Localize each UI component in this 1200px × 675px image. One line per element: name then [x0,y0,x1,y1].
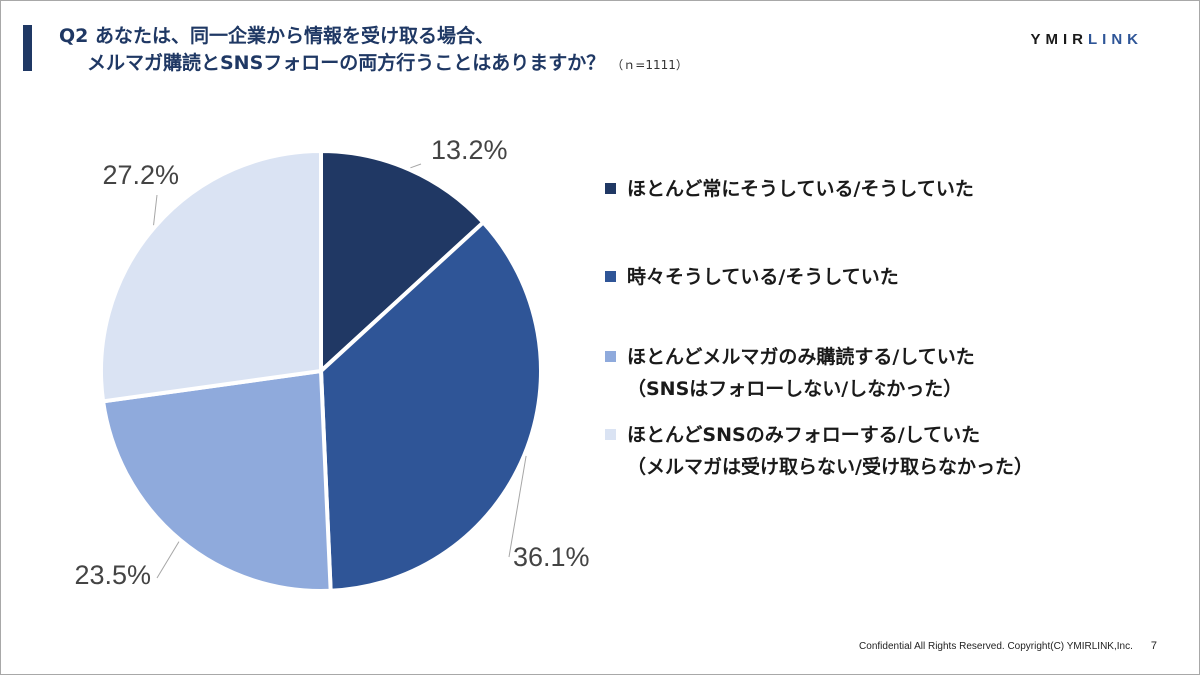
legend-label-3: ほとんどメルマガのみ購読する/していた [627,346,975,368]
pie-slice-3 [100,368,333,593]
legend-sublabel-3: （SNSはフォローしない/しなかった） [627,378,963,400]
title-line-2: メルマガ購読とSNSフォローの両方行うことはありますか？ [87,52,606,74]
data-label-2: 36.1% [513,542,590,572]
data-label-4: 27.2% [102,160,179,190]
brand-logo: YMIRLINK [1031,31,1144,48]
legend-sublabel-4: （メルマガは受け取らない/受け取らなかった） [627,456,1033,478]
leader-line-1 [410,163,422,169]
legend-swatch-1 [605,183,616,194]
pie-slice-4 [99,148,323,404]
copyright-text: Confidential All Rights Reserved. Copyri… [859,641,1133,652]
legend-item-4: ほとんどSNSのみフォローする/していた （メルマガは受け取らない/受け取らなかっ… [605,419,1165,483]
leader-line-2 [508,455,527,558]
data-label-3: 23.5% [74,560,151,590]
title-accent-bar [23,25,32,71]
legend-item-2: 時々そうしている/そうしていた [605,261,1165,293]
pie-slice-1 [319,148,487,376]
legend-swatch-2 [605,271,616,282]
pie-slice-2 [318,219,543,593]
sample-size-note: （ｎ=1111） [611,58,688,72]
chart-legend: ほとんど常にそうしている/そうしていた 時々そうしている/そうしていたほとんどメル… [605,173,1165,483]
legend-swatch-3 [605,351,616,362]
legend-item-3: ほとんどメルマガのみ購読する/していた （SNSはフォローしない/しなかった） [605,341,1165,405]
page-title: Q2 あなたは、同一企業から情報を受け取る場合、 メルマガ購読とSNSフォローの… [59,23,688,79]
page-number: 7 [1150,640,1157,652]
logo-text-ymir: YMIR [1030,31,1088,48]
legend-label-1: ほとんど常にそうしている/そうしていた [627,178,974,200]
footer: Confidential All Rights Reserved. Copyri… [859,640,1157,652]
logo-text-link: LINK [1088,31,1143,48]
data-label-1: 13.2% [431,135,508,165]
legend-item-1: ほとんど常にそうしている/そうしていた [605,173,1165,205]
legend-label-4: ほとんどSNSのみフォローする/していた [627,424,981,446]
leader-line-4 [153,194,158,226]
leader-line-3 [156,541,180,579]
title-line-2-wrap: メルマガ購読とSNSフォローの両方行うことはありますか？ （ｎ=1111） [59,50,688,79]
legend-swatch-4 [605,429,616,440]
legend-label-2: 時々そうしている/そうしていた [627,266,899,288]
title-line-1: Q2 あなたは、同一企業から情報を受け取る場合、 [59,25,494,47]
